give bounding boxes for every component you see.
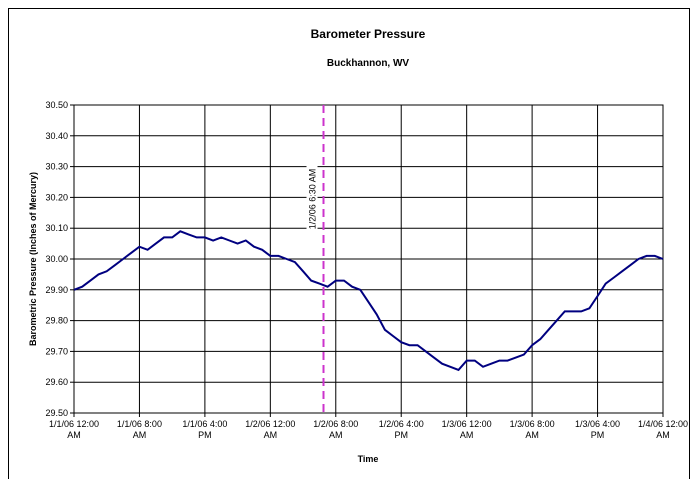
y-tick-label: 29.60: [45, 377, 68, 387]
x-tick-label: 1/1/06 8:00 AM: [116, 419, 162, 440]
x-tick-label: 1/2/06 12:00 AM: [245, 419, 296, 440]
y-tick-label: 30.30: [45, 162, 68, 172]
x-tick-label: 1/3/06 4:00 PM: [575, 419, 621, 440]
x-tick-label: 1/3/06 12:00 AM: [441, 419, 492, 440]
x-tick-label: 1/1/06 4:00 PM: [182, 419, 228, 440]
y-tick-label: 29.90: [45, 285, 68, 295]
y-tick-label: 30.10: [45, 223, 68, 233]
x-tick-label: 1/2/06 8:00 AM: [313, 419, 359, 440]
y-tick-label: 29.50: [45, 408, 68, 418]
chart-border: [8, 8, 690, 479]
x-tick-label: 1/2/06 4:00 PM: [378, 419, 424, 440]
annotation-label: 1/2/06 6:30 AM: [308, 169, 318, 230]
x-tick-label: 1/3/06 8:00 AM: [509, 419, 555, 440]
chart-title: Barometer Pressure: [311, 27, 426, 41]
y-tick-label: 29.80: [45, 316, 68, 326]
x-tick-label: 1/4/06 12:00 AM: [637, 419, 689, 440]
annotation-bg: [306, 160, 318, 238]
y-tick-label: 29.70: [45, 346, 68, 356]
y-tick-label: 30.20: [45, 192, 68, 202]
y-axis-label: Barometric Pressure (Inches of Mercury): [28, 172, 38, 346]
y-tick-label: 30.00: [45, 254, 68, 264]
y-tick-label: 30.40: [45, 131, 68, 141]
y-tick-label: 30.50: [45, 100, 68, 110]
data-line: [73, 230, 664, 372]
x-tick-label: 1/1/06 12:00 AM: [48, 419, 100, 440]
chart-subtitle: Buckhannon, WV: [327, 58, 410, 69]
x-axis-label: Time: [358, 454, 379, 464]
